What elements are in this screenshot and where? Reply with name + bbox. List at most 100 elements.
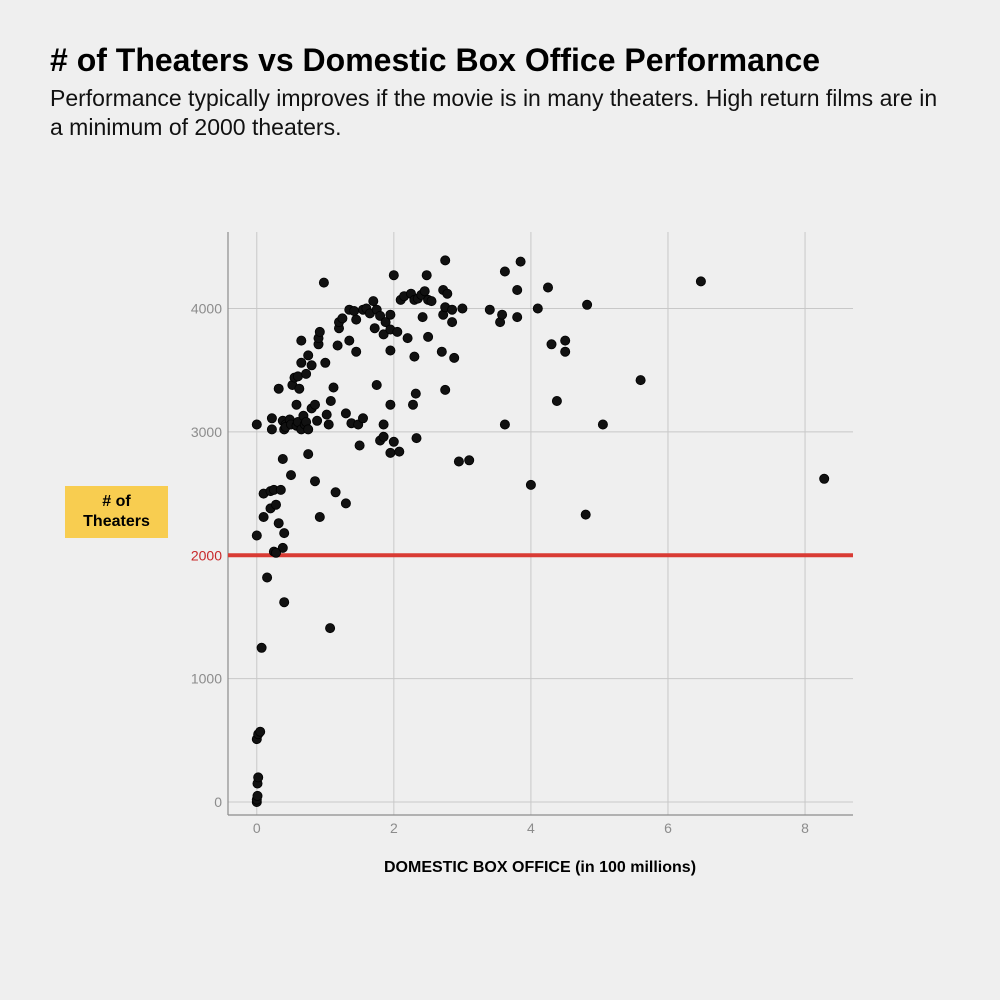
data-point <box>532 303 543 314</box>
data-points <box>251 255 830 808</box>
data-point <box>378 419 389 430</box>
data-point <box>368 296 379 307</box>
data-point <box>464 455 475 466</box>
data-point <box>351 314 362 325</box>
y-axis-label: # of Theaters <box>83 493 150 530</box>
data-point <box>354 440 365 451</box>
data-point <box>385 399 396 410</box>
data-point <box>388 270 399 281</box>
data-point <box>253 772 264 783</box>
data-point <box>314 512 325 523</box>
data-point <box>344 335 355 346</box>
data-point <box>551 395 562 406</box>
data-point <box>320 357 331 368</box>
data-point <box>515 256 526 267</box>
x-tick-label: 2 <box>390 820 398 836</box>
data-point <box>525 479 536 490</box>
data-point <box>309 476 320 487</box>
data-point <box>266 424 277 435</box>
data-point <box>560 335 571 346</box>
data-point <box>318 277 329 288</box>
axes <box>227 232 853 816</box>
data-point <box>560 346 571 357</box>
data-point <box>440 255 451 266</box>
data-point <box>270 547 281 558</box>
data-point <box>484 304 495 315</box>
data-point <box>497 309 508 320</box>
data-point <box>277 542 288 553</box>
data-point <box>409 351 420 362</box>
data-point <box>340 498 351 509</box>
data-point <box>323 419 334 430</box>
data-point <box>499 266 510 277</box>
data-point <box>351 346 362 357</box>
data-point <box>421 270 432 281</box>
data-point <box>270 499 281 510</box>
data-point <box>256 642 267 653</box>
data-point <box>512 284 523 295</box>
data-point <box>279 528 290 539</box>
data-point <box>349 305 360 316</box>
data-point <box>371 379 382 390</box>
data-point <box>285 470 296 481</box>
data-point <box>819 473 830 484</box>
data-point <box>266 413 277 424</box>
data-point <box>388 436 399 447</box>
data-point <box>275 484 286 495</box>
chart-subtitle: Performance typically improves if the mo… <box>50 85 938 140</box>
data-point <box>394 446 405 457</box>
data-point <box>597 419 608 430</box>
data-point <box>512 312 523 323</box>
data-point <box>332 340 343 351</box>
data-point <box>375 310 386 321</box>
data-point <box>378 329 389 340</box>
data-point <box>378 431 389 442</box>
data-point <box>321 409 332 420</box>
data-point <box>337 313 348 324</box>
data-point <box>258 512 269 523</box>
data-point <box>426 296 437 307</box>
data-point <box>292 371 303 382</box>
data-point <box>296 335 307 346</box>
y-tick-label: 0 <box>214 794 222 810</box>
data-point <box>314 326 325 337</box>
data-point <box>303 350 314 361</box>
data-point <box>273 518 284 529</box>
x-axis-label: DOMESTIC BOX OFFICE (in 100 millions) <box>384 859 696 876</box>
data-point <box>447 317 458 328</box>
data-point <box>436 346 447 357</box>
data-point <box>417 312 428 323</box>
data-point <box>357 413 368 424</box>
data-point <box>330 487 341 498</box>
data-point <box>635 375 646 386</box>
data-point <box>262 572 273 583</box>
data-point <box>499 419 510 430</box>
data-point <box>407 399 418 410</box>
data-point <box>543 282 554 293</box>
data-point <box>385 447 396 458</box>
data-point <box>296 357 307 368</box>
data-point <box>325 623 336 634</box>
data-point <box>580 509 591 520</box>
grid-lines <box>228 232 853 815</box>
data-point <box>340 408 351 419</box>
data-point <box>410 388 421 399</box>
data-point <box>392 326 403 337</box>
x-tick-labels: 0 2 4 6 8 <box>253 820 809 836</box>
y-tick-label: 1000 <box>191 671 222 687</box>
reference-line-label: 2000 <box>191 547 222 563</box>
y-tick-label: 4000 <box>191 300 222 316</box>
data-point <box>294 383 305 394</box>
data-point <box>447 304 458 315</box>
data-point <box>449 352 460 363</box>
x-tick-label: 6 <box>664 820 672 836</box>
data-point <box>252 790 263 801</box>
x-tick-label: 4 <box>527 820 535 836</box>
data-point <box>385 309 396 320</box>
data-point <box>453 456 464 467</box>
y-tick-labels: 0 1000 2000 3000 4000 <box>191 300 222 810</box>
data-point <box>385 345 396 356</box>
data-point <box>440 384 451 395</box>
x-tick-label: 0 <box>253 820 261 836</box>
